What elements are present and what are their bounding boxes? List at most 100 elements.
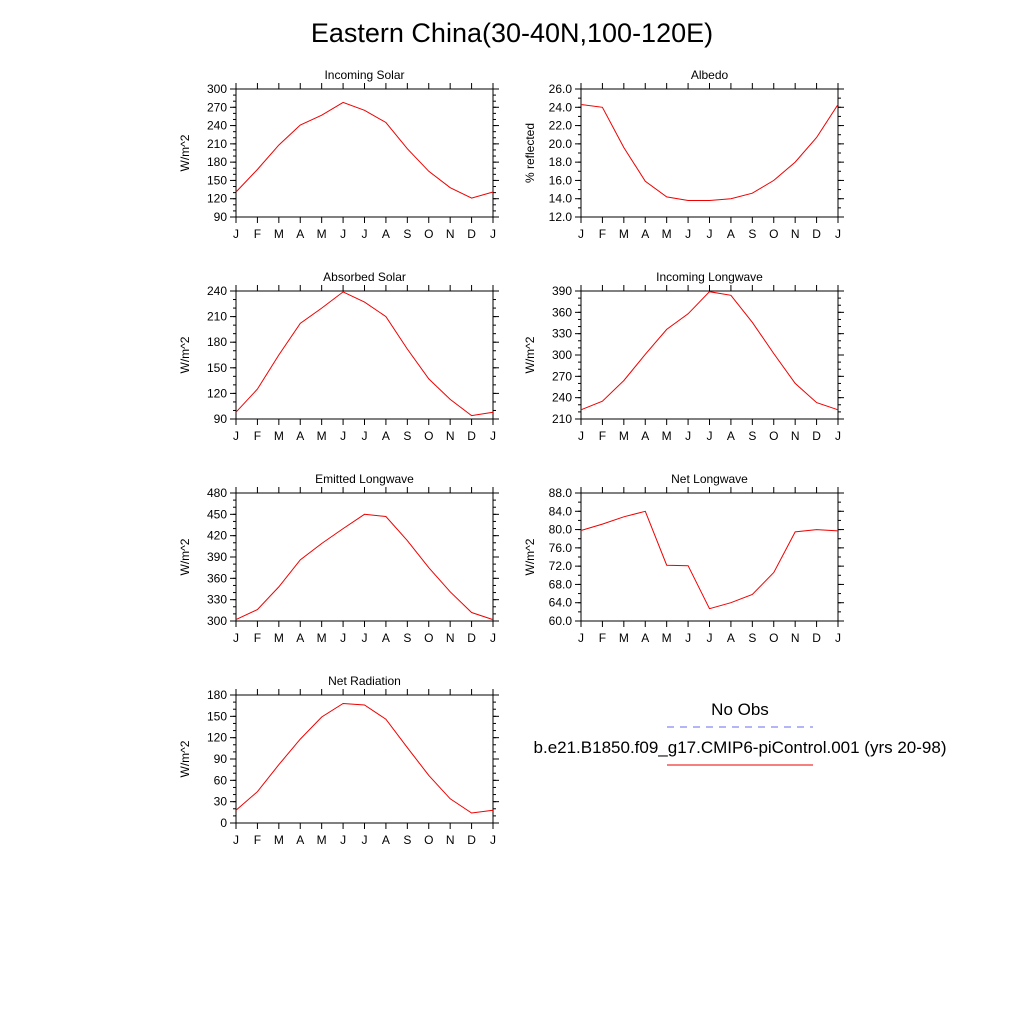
x-tick-label: J (707, 429, 713, 443)
x-tick-label: J (233, 227, 239, 241)
y-tick-label: 210 (552, 412, 572, 426)
y-tick-label: 420 (207, 529, 227, 543)
plot-frame (580, 88, 839, 218)
x-tick-label: N (446, 227, 455, 241)
x-tick-label: M (317, 227, 327, 241)
x-tick-label: J (578, 227, 584, 241)
x-tick-label: M (662, 227, 672, 241)
x-tick-label: S (403, 429, 411, 443)
x-tick-label: J (362, 429, 368, 443)
y-tick-label: 26.0 (549, 82, 573, 96)
x-tick-label: J (578, 631, 584, 645)
y-tick-label: 64.0 (549, 596, 573, 610)
x-tick-label: M (662, 429, 672, 443)
x-tick-label: O (769, 631, 778, 645)
x-tick-label: J (362, 833, 368, 847)
chart-title: Albedo (691, 68, 729, 82)
x-tick-label: J (233, 429, 239, 443)
x-tick-label: N (791, 631, 800, 645)
x-tick-label: A (296, 429, 304, 443)
x-tick-label: D (812, 227, 821, 241)
y-tick-label: 22.0 (549, 119, 573, 133)
series-line (235, 101, 494, 199)
x-tick-label: J (578, 429, 584, 443)
y-tick-label: 120 (207, 386, 227, 400)
x-tick-label: N (791, 429, 800, 443)
x-tick-label: S (748, 429, 756, 443)
y-tick-label: 60 (214, 773, 228, 787)
x-tick-label: A (727, 631, 735, 645)
y-tick-label: 12.0 (549, 210, 573, 224)
y-tick-label: 150 (207, 173, 227, 187)
x-tick-label: F (254, 227, 261, 241)
series-line (235, 513, 494, 621)
y-tick-label: 300 (552, 348, 572, 362)
plot-frame (235, 290, 494, 420)
x-tick-label: A (727, 429, 735, 443)
y-tick-label: 60.0 (549, 614, 573, 628)
y-tick-label: 30 (214, 795, 228, 809)
chart-panel-4: Incoming Longwave W/m^2 210 240 270 300 330 360… (523, 270, 844, 443)
y-tick-label: 88.0 (549, 486, 573, 500)
x-tick-label: S (403, 227, 411, 241)
x-tick-label: D (812, 429, 821, 443)
legend: No Obs b.e21.B1850.f09_g17.CMIP6-piContr… (520, 700, 960, 772)
y-tick-label: 24.0 (549, 100, 573, 114)
y-tick-label: 90 (214, 210, 228, 224)
y-tick-label: 14.0 (549, 192, 573, 206)
x-tick-label: S (748, 227, 756, 241)
x-tick-label: A (382, 227, 390, 241)
y-tick-label: 360 (552, 305, 572, 319)
legend-model-line (667, 764, 813, 766)
x-tick-label: D (812, 631, 821, 645)
x-tick-label: N (446, 429, 455, 443)
x-tick-label: J (490, 631, 496, 645)
x-tick-label: M (317, 631, 327, 645)
x-tick-label: F (599, 429, 606, 443)
x-tick-label: S (403, 833, 411, 847)
y-tick-label: 18.0 (549, 155, 573, 169)
x-tick-label: O (424, 227, 433, 241)
x-tick-label: O (769, 429, 778, 443)
x-tick-label: J (685, 631, 691, 645)
y-tick-label: 72.0 (549, 559, 573, 573)
x-tick-label: A (296, 227, 304, 241)
y-axis-label: W/m^2 (178, 134, 192, 171)
y-tick-label: 20.0 (549, 137, 573, 151)
x-tick-label: J (685, 227, 691, 241)
x-tick-label: N (446, 833, 455, 847)
x-tick-label: M (274, 833, 284, 847)
x-tick-label: A (296, 833, 304, 847)
y-tick-label: 240 (552, 391, 572, 405)
x-tick-label: M (317, 833, 327, 847)
x-tick-label: A (641, 429, 649, 443)
y-tick-label: 480 (207, 486, 227, 500)
y-tick-label: 300 (207, 82, 227, 96)
x-tick-label: A (727, 227, 735, 241)
x-tick-label: N (446, 631, 455, 645)
y-tick-label: 240 (207, 284, 227, 298)
series-line (580, 104, 839, 201)
y-axis-label: % reflected (523, 123, 537, 183)
plot-frame (235, 88, 494, 218)
y-tick-label: 330 (552, 327, 572, 341)
x-tick-label: J (362, 631, 368, 645)
x-tick-label: S (403, 631, 411, 645)
x-tick-label: F (599, 631, 606, 645)
x-tick-label: M (274, 429, 284, 443)
chart-title: Net Radiation (328, 674, 401, 688)
x-tick-label: O (424, 631, 433, 645)
page-title: Eastern China(30-40N,100-120E) (310, 18, 714, 48)
y-tick-label: 0 (220, 816, 227, 830)
y-axis-label: W/m^2 (178, 538, 192, 575)
x-tick-label: J (362, 227, 368, 241)
y-tick-label: 240 (207, 119, 227, 133)
y-axis-label: W/m^2 (178, 740, 192, 777)
x-tick-label: M (274, 631, 284, 645)
chart-title: Absorbed Solar (323, 270, 406, 284)
y-tick-label: 390 (552, 284, 572, 298)
x-tick-label: M (619, 227, 629, 241)
